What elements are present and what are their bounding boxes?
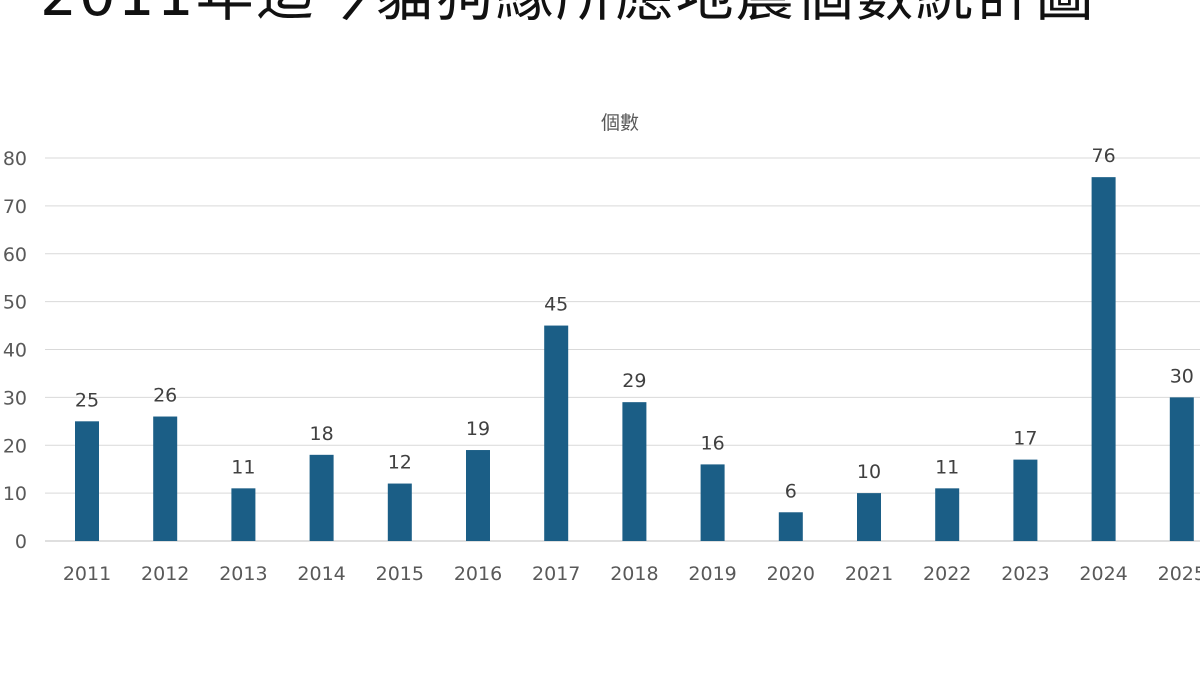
x-axis-ticks: 2011 2012 2013 2014 2015 2016 2017 2018 2019 2020… [63,563,1200,585]
y-tick-label: 60 [3,244,27,266]
x-tick-label-2018: 2018 [610,563,658,585]
data-label-2013: 11 [231,456,255,478]
x-tick-label-2014: 2014 [297,563,345,585]
data-label-2020: 6 [785,480,797,502]
bar-2023 [1013,459,1038,541]
bar-2019 [700,464,725,541]
y-tick-label: 80 [3,148,27,170]
x-tick-label-2023: 2023 [1001,563,1049,585]
bar-2014 [309,454,334,541]
x-tick-label-2020: 2020 [767,563,815,585]
x-tick-label-2021: 2021 [845,563,893,585]
bar-2025 [1169,397,1194,541]
data-label-2021: 10 [857,461,881,483]
y-tick-label: 70 [3,196,27,218]
bar-2013 [231,488,256,541]
bar-2015 [387,483,412,541]
data-label-2018: 29 [622,370,646,392]
bar-2012 [153,416,178,541]
bar-2016 [466,450,490,541]
data-label-2015: 12 [388,452,412,474]
y-tick-label: 50 [3,292,27,314]
x-tick-label-2024: 2024 [1079,563,1127,585]
y-tick-label: 20 [3,435,27,457]
data-label-2019: 16 [701,432,725,454]
x-tick-label-2016: 2016 [454,563,502,585]
data-label-2014: 18 [310,423,334,445]
y-tick-label: 0 [15,531,27,553]
x-tick-label-2011: 2011 [63,563,111,585]
y-tick-label: 30 [3,387,27,409]
data-label-2025: 30 [1170,365,1194,387]
x-tick-label-2022: 2022 [923,563,971,585]
data-label-2012: 26 [153,385,177,407]
x-tick-label-2017: 2017 [532,563,580,585]
x-tick-label-2025: 2025 [1158,563,1200,585]
bar-2021 [857,493,881,541]
data-label-2024: 76 [1092,145,1116,167]
x-tick-label-2015: 2015 [376,563,424,585]
x-tick-label-2013: 2013 [219,563,267,585]
bar-2024 [1091,177,1116,541]
data-label-2011: 25 [75,389,99,411]
data-labels: 25 26 11 18 12 19 45 29 16 6 10 11 17 76 30 [75,145,1194,502]
data-label-2022: 11 [935,456,959,478]
y-axis-ticks: 0 10 20 30 40 50 60 70 80 [3,148,27,553]
y-tick-label: 10 [3,483,27,505]
y-tick-label: 40 [3,340,27,362]
data-label-2023: 17 [1013,428,1037,450]
bar-2020 [778,512,803,541]
series-label: 個數 [601,112,639,134]
bar-2022 [935,488,960,541]
data-label-2017: 45 [544,294,568,316]
bar-2018 [622,402,647,541]
bar-2017 [544,325,569,541]
bar-2011 [75,421,99,541]
x-tick-label-2019: 2019 [688,563,736,585]
bars [75,177,1194,541]
chart-title: 2011年迄今貓狗緣所應地震個數統計圖 [40,0,1096,24]
data-label-2016: 19 [466,418,490,440]
x-tick-label-2012: 2012 [141,563,189,585]
